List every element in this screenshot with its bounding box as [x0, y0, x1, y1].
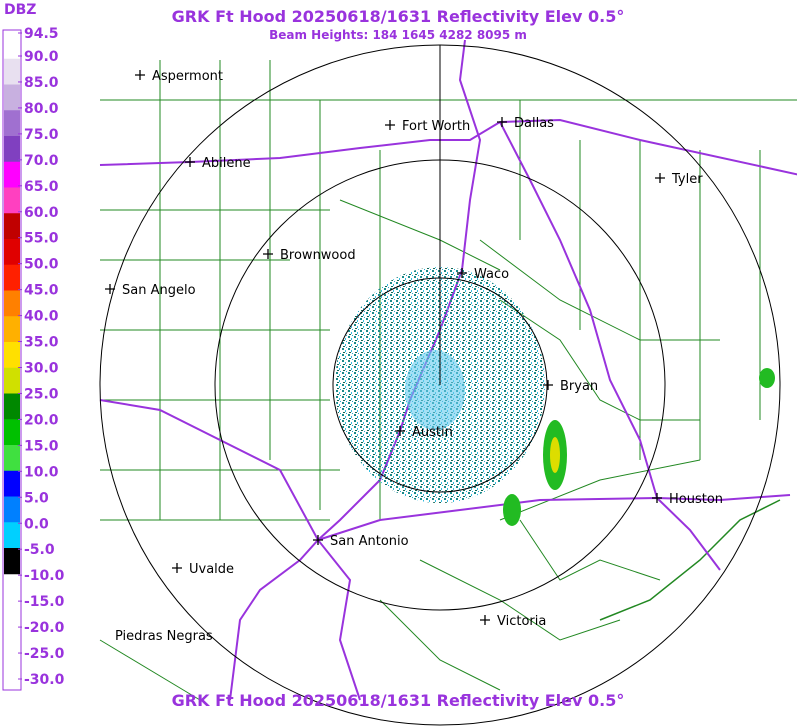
- city-name: Aspermont: [152, 69, 223, 84]
- colorbar-tick: 50.0: [24, 257, 59, 273]
- colorbar-swatch: [4, 316, 20, 343]
- colorbar-tick: 85.0: [24, 75, 59, 91]
- colorbar-swatch: [4, 470, 20, 497]
- city-marker: [652, 493, 662, 503]
- colorbar-swatch: [4, 84, 20, 111]
- colorbar-tick: 55.0: [24, 231, 59, 247]
- colorbar-label: DBZ: [4, 2, 36, 18]
- county-lines: [99, 60, 797, 701]
- colorbar-swatch: [4, 419, 20, 446]
- city-marker: [655, 173, 665, 183]
- colorbar-tick: -15.0: [24, 594, 65, 610]
- colorbar-tick: 0.0: [24, 516, 49, 532]
- city-name: Piedras Negras: [115, 629, 213, 644]
- echo: [550, 437, 560, 473]
- city-marker: [480, 615, 490, 625]
- city-marker: [385, 120, 395, 130]
- city-marker: [543, 380, 553, 390]
- city-name: Bryan: [560, 379, 598, 394]
- colorbar-tick: -20.0: [24, 620, 65, 636]
- colorbar-tick: 40.0: [24, 309, 59, 325]
- colorbar-swatch: [4, 264, 20, 291]
- city-name: San Antonio: [330, 534, 409, 549]
- footer-title: GRK Ft Hood 20250618/1631 Reflectivity E…: [172, 691, 625, 710]
- colorbar-swatch: [4, 522, 20, 549]
- colorbar-tick: -30.0: [24, 672, 65, 688]
- colorbar-swatch: [4, 58, 20, 85]
- colorbar-swatch: [4, 367, 20, 394]
- city-marker: [457, 268, 467, 278]
- city-name: Houston: [669, 492, 723, 507]
- colorbar-swatch: [4, 393, 20, 420]
- colorbar-tick: 75.0: [24, 127, 59, 143]
- city-marker: [172, 563, 182, 573]
- city-name: Abilene: [202, 156, 251, 171]
- colorbar-tick: -10.0: [24, 568, 65, 584]
- city-name: San Angelo: [122, 283, 196, 298]
- city-name: Victoria: [497, 614, 546, 629]
- colorbar-tick: 5.0: [24, 490, 49, 506]
- colorbar: 94.5 90.0 85.0 80.0 75.0 70.0 65.0 60.0 55.0 50.0…: [2, 26, 65, 691]
- colorbar-swatch: [4, 342, 20, 369]
- colorbar-tick: 20.0: [24, 412, 59, 428]
- colorbar-swatch: [4, 187, 20, 214]
- colorbar-tick: 25.0: [24, 386, 59, 402]
- city-name: Austin: [412, 425, 453, 440]
- colorbar-swatch: [4, 33, 20, 60]
- city-name: Waco: [474, 267, 509, 282]
- echo: [405, 350, 465, 430]
- colorbar-tick: 35.0: [24, 335, 59, 351]
- city-marker: [263, 249, 273, 259]
- city-name: Dallas: [514, 116, 554, 131]
- subtitle: Beam Heights: 184 1645 4282 8095 m: [269, 28, 527, 42]
- city-name: Uvalde: [189, 562, 234, 577]
- city-name: Brownwood: [280, 248, 356, 263]
- colorbar-swatch: [4, 548, 20, 575]
- colorbar-swatch: [4, 290, 20, 317]
- city-name: Fort Worth: [402, 119, 470, 134]
- city-marker: [135, 70, 145, 80]
- colorbar-tick: 15.0: [24, 438, 59, 454]
- range-rings: [99, 44, 781, 726]
- title: GRK Ft Hood 20250618/1631 Reflectivity E…: [172, 7, 625, 26]
- colorbar-tick: 90.0: [24, 49, 59, 65]
- colorbar-tick: 80.0: [24, 101, 59, 117]
- colorbar-tick: 60.0: [24, 205, 59, 221]
- colorbar-tick: 94.5: [24, 26, 59, 42]
- colorbar-swatch: [4, 213, 20, 240]
- city-marker: [313, 535, 323, 545]
- city-marker: [497, 117, 507, 127]
- colorbar-tick: 70.0: [24, 153, 59, 169]
- colorbar-tick: 65.0: [24, 179, 59, 195]
- city-labels: Aspermont Fort Worth Dallas Abilene Tyler Bro…: [105, 69, 723, 644]
- colorbar-tick: -5.0: [24, 542, 55, 558]
- city-name: Tyler: [671, 172, 703, 187]
- echo: [503, 494, 521, 526]
- colorbar-swatch: [4, 136, 20, 163]
- colorbar-swatch: [4, 161, 20, 188]
- colorbar-swatch: [4, 496, 20, 523]
- colorbar-tick: -25.0: [24, 646, 65, 662]
- city-marker: [395, 426, 405, 436]
- colorbar-tick: 30.0: [24, 361, 59, 377]
- colorbar-swatch: [4, 110, 20, 137]
- colorbar-tick: 10.0: [24, 464, 59, 480]
- city-marker: [185, 157, 195, 167]
- colorbar-swatch: [4, 239, 20, 266]
- city-marker: [105, 284, 115, 294]
- echo: [759, 368, 775, 388]
- colorbar-tick: 45.0: [24, 283, 59, 299]
- colorbar-swatch: [4, 445, 20, 472]
